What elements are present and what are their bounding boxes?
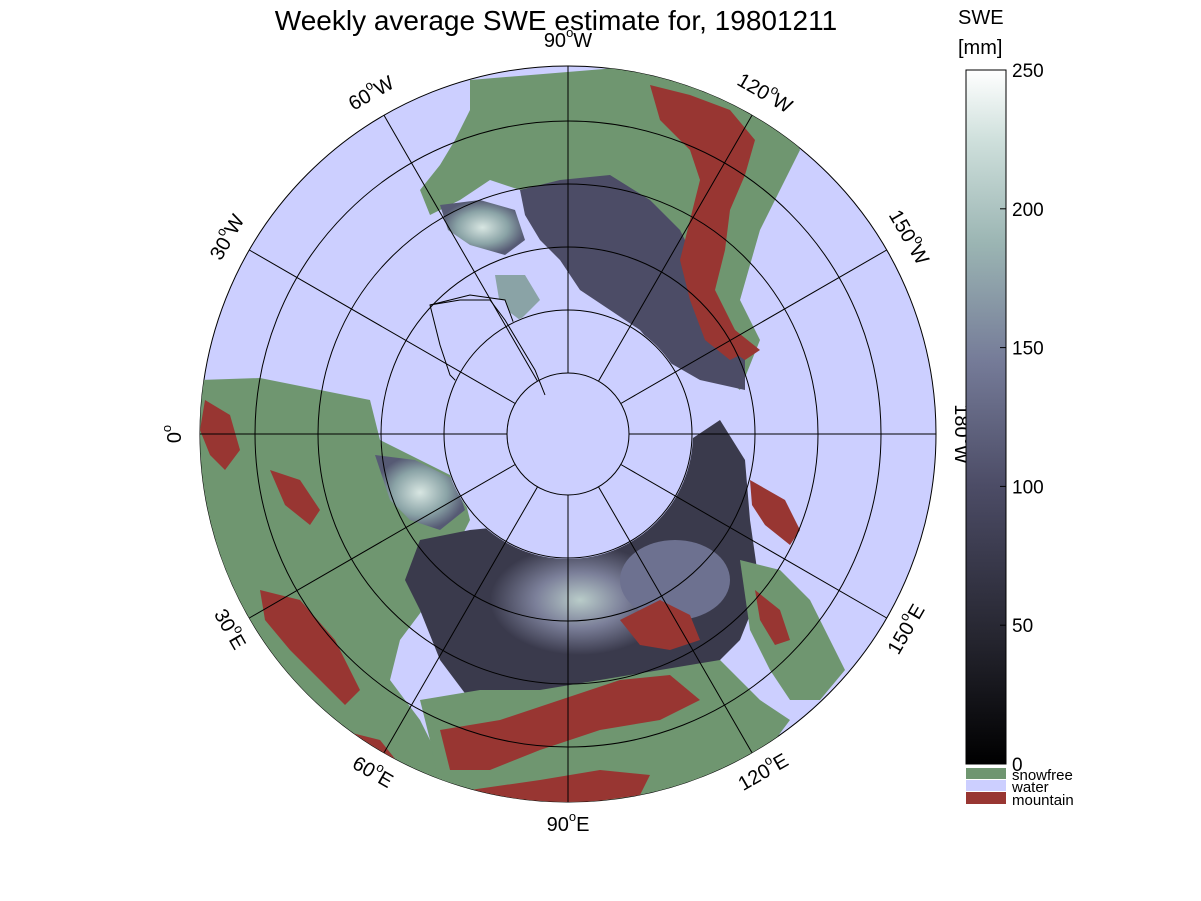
far-east-land bbox=[740, 560, 845, 700]
snowfree-swatch bbox=[966, 768, 1006, 779]
meridian-line bbox=[620, 464, 887, 619]
mountain-label: mountain bbox=[1012, 792, 1074, 809]
meridian-line bbox=[598, 115, 753, 382]
colorbar-title: SWE bbox=[958, 7, 1004, 29]
meridian-line bbox=[598, 486, 753, 753]
meridian-line bbox=[249, 464, 516, 619]
himalaya bbox=[440, 675, 700, 770]
colorbar-tick-label: 250 bbox=[1012, 61, 1044, 82]
meridian-line bbox=[383, 486, 538, 753]
colorbar-categories: snowfree water mountain bbox=[966, 767, 1074, 809]
meridian-lines bbox=[200, 66, 936, 802]
label-60w: 60oW bbox=[343, 68, 398, 115]
label-30w: 30oW bbox=[202, 209, 249, 264]
graticule bbox=[200, 66, 936, 802]
alps bbox=[270, 470, 320, 525]
water-label: water bbox=[1011, 779, 1049, 796]
scandinavia-snow bbox=[375, 455, 465, 530]
colorbar-tick-label: 0 bbox=[1012, 755, 1023, 776]
meridian-line bbox=[620, 249, 887, 404]
alaska-mountain bbox=[700, 300, 760, 360]
siberia-east-mountain bbox=[620, 600, 700, 650]
water-swatch bbox=[966, 780, 1006, 791]
label-0: 0o bbox=[159, 425, 186, 443]
labrador-snow bbox=[440, 200, 525, 255]
rockies bbox=[650, 85, 755, 360]
meridian-line bbox=[249, 249, 516, 404]
colorbar-ticks: 250 200 150 100 50 0 bbox=[1000, 61, 1044, 776]
colorbar: SWE [mm] 250 200 150 100 50 0 snowfree water … bbox=[958, 7, 1074, 809]
colorbar-tick-label: 200 bbox=[1012, 200, 1044, 221]
mountain-swatch bbox=[966, 792, 1006, 804]
kamchatka-mountain bbox=[750, 480, 800, 545]
snowfree-label: snowfree bbox=[1012, 767, 1073, 784]
colorbar-tick-label: 150 bbox=[1012, 339, 1044, 360]
chart-title: Weekly average SWE estimate for, 1980121… bbox=[275, 5, 837, 36]
label-90w: 90oW bbox=[544, 25, 592, 52]
arctic-ocean bbox=[443, 309, 693, 559]
far-east-coast-mountain bbox=[755, 590, 790, 645]
colorbar-tick-label: 50 bbox=[1012, 616, 1033, 637]
colorbar-gradient bbox=[965, 69, 1007, 765]
label-90e: 90oE bbox=[547, 809, 590, 836]
map-disk bbox=[199, 65, 937, 803]
east-siberia-snow bbox=[620, 540, 730, 620]
land-layer bbox=[200, 66, 845, 802]
colorbar-tick-label: 100 bbox=[1012, 477, 1044, 498]
meridian-line bbox=[383, 115, 538, 382]
scandinavia-mountain bbox=[200, 400, 240, 470]
asia-south-land bbox=[420, 660, 790, 802]
urals bbox=[260, 590, 360, 705]
greenland-coast bbox=[429, 299, 546, 396]
colorbar-unit: [mm] bbox=[958, 37, 1002, 59]
north-america-snow bbox=[520, 175, 745, 390]
